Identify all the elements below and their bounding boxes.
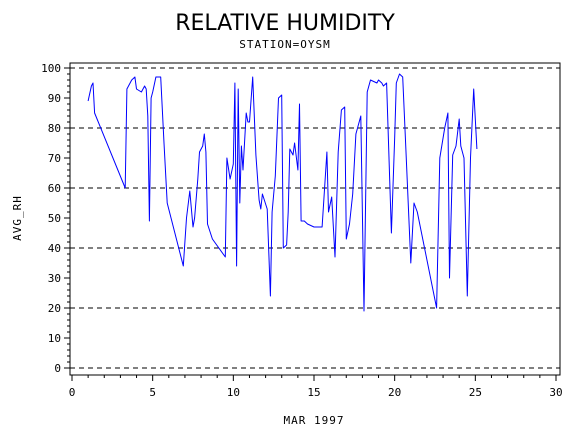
- x-tick-label: 30: [549, 386, 562, 399]
- y-axis: 0 10 20 30 40 50 60 70 80 90 100: [41, 62, 70, 375]
- x-tick-label: 15: [307, 386, 320, 399]
- x-axis: 0 5 10 15 20 25 30: [69, 375, 563, 399]
- y-tick-label: 80: [48, 122, 61, 135]
- reference-lines: [70, 67, 560, 369]
- x-tick-label: 25: [469, 386, 482, 399]
- chart-title: RELATIVE HUMIDITY: [175, 11, 395, 36]
- y-tick-label: 100: [41, 62, 61, 75]
- y-axis-label: AVG_RH: [11, 195, 24, 241]
- y-tick-label: 20: [48, 302, 61, 315]
- y-tick-label: 10: [48, 332, 61, 345]
- x-tick-label: 10: [227, 386, 240, 399]
- series-line-avg-rh: [87, 73, 478, 312]
- y-tick-label: 50: [48, 212, 61, 225]
- y-tick-label: 40: [48, 242, 61, 255]
- series-group: [87, 73, 478, 312]
- plot-frame: [69, 62, 561, 376]
- x-axis-label: MAR 1997: [284, 414, 345, 427]
- y-tick-label: 60: [48, 182, 61, 195]
- y-tick-label: 70: [48, 152, 61, 165]
- y-tick-label: 90: [48, 92, 61, 105]
- y-tick-label: 0: [54, 362, 61, 375]
- x-tick-label: 0: [69, 386, 76, 399]
- x-tick-label: 5: [149, 386, 156, 399]
- chart-subtitle: STATION=OYSM: [239, 38, 330, 51]
- x-tick-label: 20: [388, 386, 401, 399]
- y-tick-label: 30: [48, 272, 61, 285]
